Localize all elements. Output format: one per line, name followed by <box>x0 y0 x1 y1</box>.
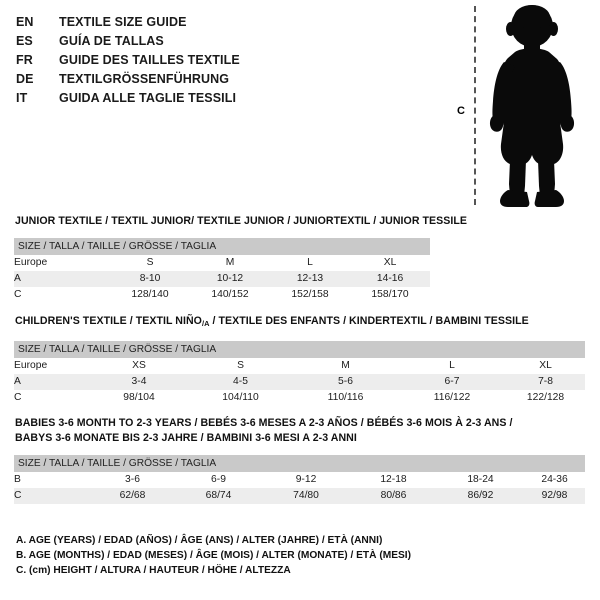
section-title-junior: JUNIOR TEXTILE / TEXTIL JUNIOR/ TEXTILE … <box>15 215 468 227</box>
cell-value: 140/152 <box>190 286 270 303</box>
language-code-es: ES <box>16 34 33 48</box>
cell-value: L <box>270 254 350 271</box>
cell-value: 7-8 <box>506 373 586 390</box>
table-row: Europe S M L XL <box>14 254 431 271</box>
row-label: Europe <box>14 254 110 271</box>
cell-value: 86/92 <box>437 488 524 504</box>
section-children-textile: CHILDREN'S TEXTILE / TEXTIL NIÑO/A / TEX… <box>0 314 600 406</box>
cell-value: 24-36 <box>524 472 586 488</box>
row-label: Europe <box>14 357 90 374</box>
height-dimension-line-icon <box>474 6 476 205</box>
legend-row-a: A. AGE (YEARS) / EDAD (AÑOS) / ÂGE (ANS)… <box>16 535 383 546</box>
language-row-fr: FR GUIDE DES TAILLES TEXTILE <box>16 51 276 70</box>
section-babies-textile: BABIES 3-6 MONTH TO 2-3 YEARS / BEBÉS 3-… <box>0 416 600 504</box>
cell-value: 12-18 <box>350 472 437 488</box>
table-row: Europe XS S M L XL <box>14 357 586 374</box>
legend-row-c: C. (cm) HEIGHT / ALTURA / HAUTEUR / HÖHE… <box>16 565 291 576</box>
section-title-children: CHILDREN'S TEXTILE / TEXTIL NIÑO/A / TEX… <box>15 314 600 332</box>
language-title-en: TEXTILE SIZE GUIDE <box>59 15 187 29</box>
band-label-children: SIZE / TALLA / TAILLE / GRÖSSE / TAGLIA <box>14 340 586 358</box>
language-code-de: DE <box>16 72 34 86</box>
language-code-it: IT <box>16 91 28 105</box>
table-row: C 128/140 140/152 152/158 158/170 <box>14 286 431 303</box>
cell-value: 92/98 <box>524 488 586 504</box>
table-row: A 3-4 4-5 5-6 6-7 7-8 <box>14 373 586 390</box>
cell-value: 68/74 <box>175 488 262 504</box>
cell-value: 4-5 <box>188 373 293 390</box>
row-label: C <box>14 389 90 406</box>
cell-value: 5-6 <box>293 373 398 390</box>
cell-value: 116/122 <box>398 389 506 406</box>
cell-value: 98/104 <box>90 389 188 406</box>
language-title-fr: GUIDE DES TAILLES TEXTILE <box>59 53 240 67</box>
section-title-children-post: / TEXTILE DES ENFANTS / KINDERTEXTIL / B… <box>209 315 529 327</box>
cell-value: 104/110 <box>188 389 293 406</box>
section-title-children-subscript: /A <box>201 319 210 328</box>
cell-value: 6-7 <box>398 373 506 390</box>
cell-value: 12-13 <box>270 270 350 287</box>
section-title-babies-line1: BABIES 3-6 MONTH TO 2-3 YEARS / BEBÉS 3-… <box>15 417 513 429</box>
cell-value: XL <box>350 254 431 271</box>
language-title-de: TEXTILGRÖSSENFÜHRUNG <box>59 72 230 86</box>
row-label: C <box>14 488 90 504</box>
cell-value: 110/116 <box>293 389 398 406</box>
section-title-children-pre: CHILDREN'S TEXTILE / TEXTIL NIÑO <box>15 315 202 327</box>
legend-block: A. AGE (YEARS) / EDAD (AÑOS) / ÂGE (ANS)… <box>16 533 576 578</box>
language-row-es: ES GUÍA DE TALLAS <box>16 32 276 51</box>
language-row-en: EN TEXTILE SIZE GUIDE <box>16 13 276 32</box>
section-title-babies-line2: BABYS 3-6 MONATE BIS 2-3 JAHRE / BAMBINI… <box>15 431 357 444</box>
cell-value: 14-16 <box>350 270 431 287</box>
cell-value: S <box>188 357 293 374</box>
cell-value: 3-4 <box>90 373 188 390</box>
legend-row-b: B. AGE (MONTHS) / EDAD (MESES) / ÂGE (MO… <box>16 550 412 561</box>
table-band-row: SIZE / TALLA / TAILLE / GRÖSSE / TAGLIA <box>14 340 586 358</box>
row-label: B <box>14 472 90 488</box>
row-label: C <box>14 286 110 303</box>
cell-value: 62/68 <box>90 488 175 504</box>
cell-value: L <box>398 357 506 374</box>
language-title-es: GUÍA DE TALLAS <box>59 34 164 48</box>
cell-value: XL <box>506 357 586 374</box>
table-row: B 3-6 6-9 9-12 12-18 18-24 24-36 <box>14 472 586 488</box>
cell-value: XS <box>90 357 188 374</box>
band-label-babies: SIZE / TALLA / TAILLE / GRÖSSE / TAGLIA <box>14 455 586 472</box>
cell-value: 3-6 <box>90 472 175 488</box>
cell-value: 10-12 <box>190 270 270 287</box>
cell-value: 9-12 <box>262 472 350 488</box>
cell-value: 122/128 <box>506 389 586 406</box>
section-junior-textile: JUNIOR TEXTILE / TEXTIL JUNIOR/ TEXTILE … <box>0 214 600 303</box>
table-band-row: SIZE / TALLA / TAILLE / GRÖSSE / TAGLIA <box>14 237 431 255</box>
language-title-block: EN TEXTILE SIZE GUIDE ES GUÍA DE TALLAS … <box>16 13 276 108</box>
band-label-junior: SIZE / TALLA / TAILLE / GRÖSSE / TAGLIA <box>14 237 431 255</box>
size-table-junior: SIZE / TALLA / TAILLE / GRÖSSE / TAGLIA … <box>14 237 431 303</box>
cell-value: 74/80 <box>262 488 350 504</box>
language-row-it: IT GUIDA ALLE TAGLIE TESSILI <box>16 89 276 108</box>
cell-value: 158/170 <box>350 286 431 303</box>
table-row: A 8-10 10-12 12-13 14-16 <box>14 270 431 287</box>
cell-value: 80/86 <box>350 488 437 504</box>
cell-value: 6-9 <box>175 472 262 488</box>
cell-value: 18-24 <box>437 472 524 488</box>
height-dimension-label: C <box>457 105 465 117</box>
cell-value: 8-10 <box>110 270 190 287</box>
toddler-silhouette-icon <box>489 5 575 207</box>
table-row: C 62/68 68/74 74/80 80/86 86/92 92/98 <box>14 488 586 504</box>
size-table-babies: SIZE / TALLA / TAILLE / GRÖSSE / TAGLIA … <box>14 455 586 504</box>
language-code-fr: FR <box>16 53 33 67</box>
table-row: C 98/104 104/110 110/116 116/122 122/128 <box>14 389 586 406</box>
cell-value: 152/158 <box>270 286 350 303</box>
cell-value: 128/140 <box>110 286 190 303</box>
row-label: A <box>14 373 90 390</box>
table-band-row: SIZE / TALLA / TAILLE / GRÖSSE / TAGLIA <box>14 455 586 472</box>
language-code-en: EN <box>16 15 34 29</box>
cell-value: S <box>110 254 190 271</box>
language-row-de: DE TEXTILGRÖSSENFÜHRUNG <box>16 70 276 89</box>
cell-value: M <box>190 254 270 271</box>
language-title-it: GUIDA ALLE TAGLIE TESSILI <box>59 91 237 105</box>
row-label: A <box>14 270 110 287</box>
cell-value: M <box>293 357 398 374</box>
size-table-children: SIZE / TALLA / TAILLE / GRÖSSE / TAGLIA … <box>14 340 586 406</box>
